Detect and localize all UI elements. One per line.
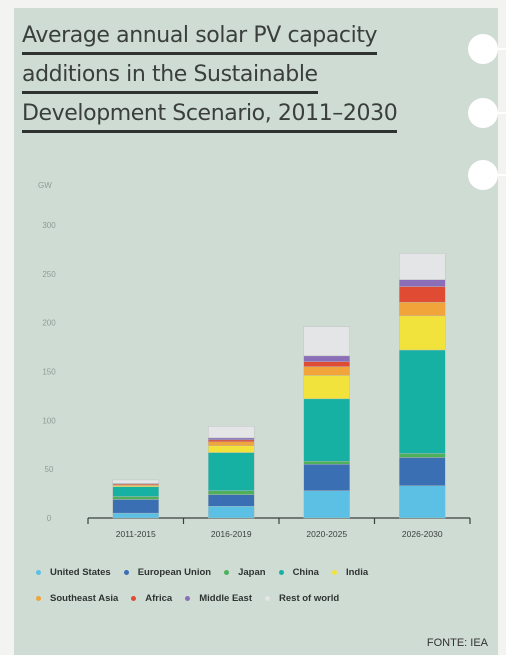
- legend-item: China: [278, 566, 319, 578]
- legend-item: European Union: [123, 566, 212, 578]
- legend-item: Japan: [224, 566, 266, 578]
- legend-label: Rest of world: [279, 592, 340, 604]
- bar-segment: [399, 279, 446, 287]
- bar-segment: [112, 499, 159, 514]
- line-icon: [492, 48, 506, 50]
- bar-segment: [303, 361, 350, 367]
- legend-label: India: [345, 566, 369, 578]
- source-note: FONTE: IEA: [426, 637, 488, 649]
- bar-segment: [208, 441, 255, 446]
- y-axis-label: GW: [38, 181, 52, 190]
- legend-item: United States: [36, 567, 111, 578]
- legend-swatch: [36, 595, 41, 601]
- legend-swatch: [278, 569, 284, 575]
- line-icon: [492, 112, 506, 114]
- bar-segment: [208, 494, 255, 507]
- x-tick-label: 2026-2030: [402, 529, 443, 539]
- x-tick-label: 2011-2015: [116, 529, 156, 539]
- y-tick-label: 250: [42, 270, 56, 279]
- legend-label: Southeast Asia: [50, 592, 119, 604]
- bar-segment: [208, 439, 255, 443]
- legend-label: China: [292, 566, 319, 578]
- bar-segment: [303, 355, 350, 362]
- y-tick-label: 50: [45, 465, 54, 474]
- bar-segment: [303, 398, 350, 462]
- y-tick-label: 150: [42, 368, 56, 377]
- title-line-3: Development Scenario, 2011–2030: [22, 100, 398, 133]
- legend-item: Southeast Asia: [36, 593, 118, 604]
- chart-legend: United States European Union Japan China Ind…: [36, 564, 486, 616]
- bar-segment: [208, 506, 255, 519]
- bar-segment: [399, 453, 446, 458]
- y-tick-label: 300: [42, 221, 56, 230]
- bar-segment: [208, 445, 255, 453]
- legend-label: Japan: [238, 566, 266, 578]
- legend-item: Middle East: [185, 593, 252, 604]
- y-tick-label: 0: [47, 514, 52, 523]
- legend-row: Southeast Asia Africa Middle East Rest of w…: [36, 590, 486, 606]
- legend-swatch: [224, 569, 230, 575]
- bar-segment: [208, 490, 255, 495]
- bar-segment: [303, 375, 350, 400]
- y-tick-label: 200: [42, 319, 56, 328]
- legend-label: United States: [50, 566, 111, 578]
- bar-segment: [399, 301, 446, 317]
- bar-segment: [112, 496, 159, 500]
- bar-segment: [303, 461, 350, 465]
- legend-row: United States European Union Japan China Ind…: [36, 564, 486, 580]
- bar-segment: [303, 490, 350, 519]
- x-tick-label: 2016-2019: [211, 529, 252, 539]
- bar-segment: [208, 452, 255, 491]
- legend-swatch: [131, 595, 137, 601]
- legend-swatch: [185, 595, 191, 601]
- legend-label: Middle East: [199, 592, 253, 604]
- bar-segment: [399, 485, 446, 519]
- bar-segment: [399, 253, 446, 280]
- bar-segment: [112, 512, 159, 519]
- title-line-2: additions in the Sustainable: [22, 61, 318, 94]
- legend-swatch: [123, 569, 129, 575]
- bar-segment: [399, 457, 446, 486]
- bar-segment: [303, 366, 350, 376]
- bar-segment: [303, 464, 350, 491]
- title-line-1: Average annual solar PV capacity: [22, 22, 378, 55]
- legend-item: Rest of world: [265, 593, 339, 604]
- legend-item: Africa: [131, 593, 172, 604]
- y-tick-label: 100: [42, 416, 56, 425]
- bar-segment: [112, 486, 159, 497]
- legend-swatch: [331, 569, 337, 575]
- bar-segment: [112, 479, 159, 484]
- legend-item: India: [331, 566, 369, 578]
- bar-segment: [208, 425, 255, 439]
- legend-swatch: [36, 569, 41, 575]
- legend-swatch: [265, 595, 271, 601]
- chart-title: Average annual solar PV capacity additio…: [22, 22, 422, 139]
- bar-segment: [399, 315, 446, 351]
- legend-label: Africa: [145, 592, 173, 604]
- bar-segment: [303, 326, 350, 357]
- bar-segment: [399, 286, 446, 303]
- line-icon: [492, 174, 506, 176]
- x-tick-label: 2020-2025: [306, 529, 347, 539]
- bar-segment: [208, 437, 255, 441]
- legend-label: European Union: [137, 566, 212, 578]
- bar-segment: [399, 349, 446, 454]
